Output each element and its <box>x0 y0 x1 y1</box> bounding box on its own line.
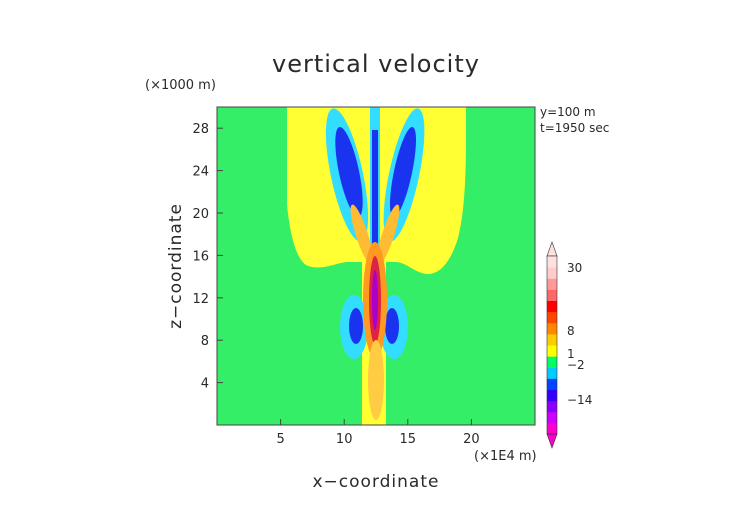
colorbar-swatch <box>547 256 557 268</box>
colorbar-swatch <box>547 422 557 435</box>
y-axis-label: z−coordinate <box>166 203 186 329</box>
colorbar-top-arrow <box>546 241 558 257</box>
colorbar-swatch <box>547 300 557 313</box>
x-tick-label: 10 <box>336 432 353 447</box>
x-tick-label: 15 <box>400 432 417 447</box>
plot-frame <box>216 106 536 426</box>
colorbar-frame <box>546 255 558 435</box>
y-tick-label: 16 <box>192 249 209 264</box>
y-tick-label: 28 <box>192 122 209 137</box>
x-tick-label: 20 <box>463 432 480 447</box>
y-unit-label: (×1000 m) <box>145 78 216 93</box>
colorbar-swatch <box>547 378 557 390</box>
core-purple <box>372 270 378 330</box>
y-tick-label: 24 <box>192 165 209 180</box>
colorbar-label: 1 <box>567 347 575 361</box>
lower-right-blue-lobe <box>385 308 399 344</box>
x-ticks: 5 10 15 20 <box>276 419 480 447</box>
heatmap-field <box>217 107 535 425</box>
right-orange-band <box>376 204 400 266</box>
colorbar-swatch <box>547 345 557 357</box>
colorbar-bottom-arrow <box>546 433 558 449</box>
central-blue-stripe <box>372 130 378 250</box>
y-ticks: 4 8 12 16 20 24 28 <box>192 122 223 392</box>
colorbar-swatch <box>547 278 557 290</box>
colorbar-label: −2 <box>567 358 585 372</box>
y-tick-label: 20 <box>192 207 209 222</box>
colorbar-label: 8 <box>567 324 575 338</box>
x-axis-label: x−coordinate <box>313 472 440 492</box>
colorbar-swatch <box>547 289 557 301</box>
annotation-y: y=100 m <box>540 105 596 119</box>
colorbar-label: 30 <box>567 261 582 275</box>
lower-left-blue-lobe <box>349 308 363 344</box>
colorbar-swatch <box>547 267 557 279</box>
left-orange-band <box>350 204 374 266</box>
colorbar-swatch <box>547 356 557 368</box>
colorbar-swatch <box>547 389 557 402</box>
colorbar-swatch <box>547 311 557 324</box>
annotation-t: t=1950 sec <box>540 121 609 135</box>
x-tick-label: 5 <box>276 432 284 447</box>
colorbar: 30 8 1−2 −14 <box>546 241 592 449</box>
chart-title: vertical velocity <box>272 50 480 78</box>
colorbar-swatch <box>547 322 557 335</box>
y-tick-label: 4 <box>201 377 209 392</box>
upper-left-blue-lobe <box>335 126 363 218</box>
lower-core-orange <box>368 340 384 420</box>
colorbar-swatch <box>547 367 557 379</box>
colorbar-swatch <box>547 333 557 346</box>
colorbar-swatch <box>547 411 557 424</box>
y-tick-label: 8 <box>201 334 209 349</box>
y-tick-label: 12 <box>192 292 209 307</box>
upper-right-blue-lobe <box>390 126 416 218</box>
colorbar-swatch <box>547 400 557 413</box>
x-unit-label: (×1E4 m) <box>474 449 537 464</box>
colorbar-label: −14 <box>567 393 592 407</box>
